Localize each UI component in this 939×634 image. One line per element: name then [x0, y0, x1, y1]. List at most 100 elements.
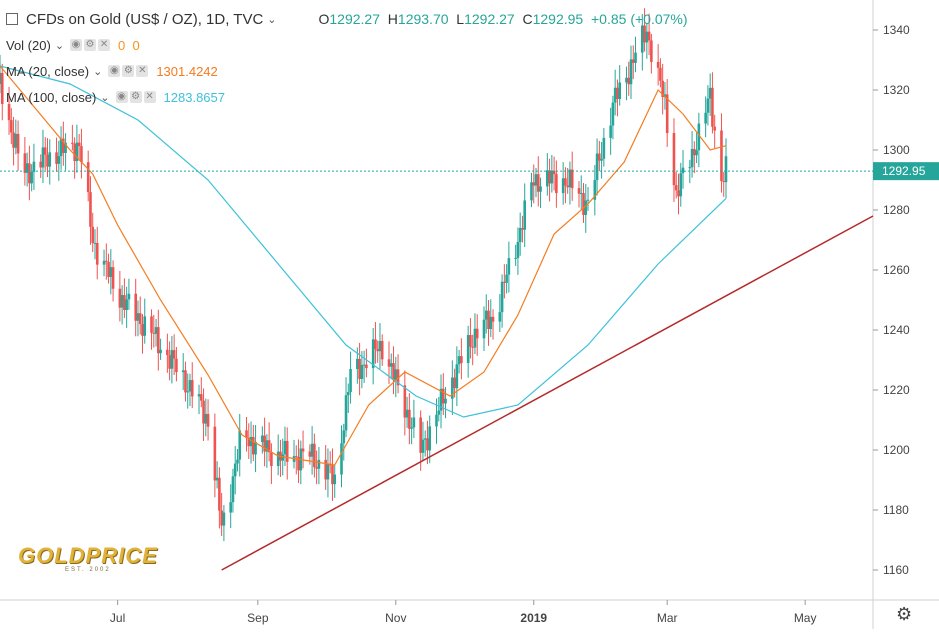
candle-body	[394, 369, 398, 381]
candle-body	[231, 476, 235, 503]
indicator-label-ma20[interactable]: MA (20, close)	[6, 63, 90, 79]
candle-body	[724, 156, 728, 183]
candle-body	[202, 400, 205, 424]
candle-body	[457, 356, 461, 365]
candle-body	[720, 130, 723, 182]
close-icon[interactable]: ✕	[143, 91, 156, 103]
candle-body	[503, 281, 506, 283]
candle-body	[168, 355, 171, 369]
gear-icon[interactable]: ⚙	[129, 91, 142, 103]
candle-body	[109, 267, 113, 277]
candle-body	[455, 364, 459, 389]
y-tick-label: 1340	[883, 23, 910, 37]
candle-body	[643, 25, 646, 43]
eye-icon[interactable]: ◉	[115, 91, 128, 103]
y-tick-label: 1160	[883, 563, 909, 577]
candle-body	[14, 133, 18, 148]
close-icon[interactable]: ✕	[136, 65, 149, 77]
candle-body	[711, 87, 714, 127]
indicator-label-vol[interactable]: Vol (20)	[6, 37, 51, 53]
candle-body	[469, 335, 472, 347]
indicator-controls[interactable]: ◉ ⚙ ✕	[70, 39, 111, 51]
candle-body	[584, 200, 588, 215]
candle-body	[344, 395, 348, 431]
candle-body	[631, 59, 635, 63]
candle-body	[602, 137, 606, 159]
candle-body	[73, 143, 76, 162]
eye-icon[interactable]: ◉	[70, 39, 83, 51]
current-price-badge	[873, 162, 939, 181]
candle-body	[294, 456, 298, 458]
candle-body	[267, 440, 271, 453]
candle-body	[199, 394, 203, 401]
candle-body	[93, 242, 97, 244]
candle-body	[611, 102, 615, 126]
candle-body	[218, 477, 221, 511]
candle-body	[28, 163, 31, 184]
eye-icon[interactable]: ◉	[108, 65, 121, 77]
candle-body	[301, 448, 305, 452]
chevron-down-icon[interactable]: ⌄	[54, 39, 65, 52]
vol-value-1: 0	[118, 37, 126, 53]
candle-body	[516, 242, 520, 258]
candle-body	[690, 148, 694, 168]
candle-body	[310, 443, 314, 457]
y-tick-label: 1200	[883, 443, 910, 457]
candle-body	[238, 430, 242, 460]
candle-body	[708, 87, 712, 99]
gear-icon[interactable]: ⚙	[84, 39, 97, 51]
candle-body	[215, 477, 219, 481]
collapse-icon[interactable]	[6, 13, 18, 25]
candle-body	[582, 193, 585, 215]
candle-body	[136, 313, 140, 321]
candle-body	[437, 410, 441, 415]
candle-body	[634, 52, 637, 63]
candle-body	[473, 328, 477, 348]
candle-body	[184, 370, 187, 393]
candle-body	[491, 316, 495, 322]
symbol-title[interactable]: CFDs on Gold (US$ / OZ), 1D, TVC	[26, 10, 264, 28]
close-icon[interactable]: ✕	[98, 39, 111, 51]
candle-body	[159, 349, 162, 354]
chevron-down-icon[interactable]: ⌄	[267, 13, 277, 26]
candle-body	[356, 358, 359, 370]
indicator-controls[interactable]: ◉ ⚙ ✕	[115, 91, 156, 103]
candle-body	[152, 332, 156, 334]
candle-body	[419, 417, 422, 453]
symbol-row: CFDs on Gold (US$ / OZ), 1D, TVC ⌄ O1292…	[6, 6, 688, 32]
candle-body	[663, 94, 667, 98]
candle-body	[188, 380, 192, 392]
candle-body	[387, 359, 391, 367]
candle-body	[71, 142, 74, 144]
chevron-down-icon[interactable]: ⌄	[93, 65, 103, 78]
candle-body	[265, 440, 269, 452]
gear-icon[interactable]: ⚙	[122, 65, 135, 77]
candle-body	[376, 348, 379, 352]
indicator-label-ma100[interactable]: MA (100, close)	[6, 89, 97, 105]
candle-body	[213, 426, 217, 481]
chevron-down-icon[interactable]: ⌄	[100, 91, 110, 104]
candle-body	[89, 192, 92, 227]
candle-body	[245, 430, 248, 438]
candle-body	[166, 349, 169, 356]
candle-body	[270, 452, 273, 467]
x-tick-label: Jul	[110, 611, 125, 625]
indicator-controls[interactable]: ◉ ⚙ ✕	[108, 65, 149, 77]
candle-body	[706, 98, 710, 113]
candle-body	[360, 365, 364, 379]
candle-body	[91, 226, 95, 243]
candle-body	[661, 80, 664, 98]
candle-body	[518, 228, 522, 243]
candle-body	[324, 459, 327, 480]
candle-body	[600, 158, 603, 161]
candle-body	[41, 147, 45, 168]
candle-body	[283, 440, 287, 455]
candle-body	[254, 442, 257, 455]
candle-body	[532, 182, 536, 186]
y-tick-label: 1320	[883, 83, 910, 97]
candle-body	[175, 358, 178, 373]
candle-body	[62, 138, 65, 154]
settings-gear-icon[interactable]: ⚙	[896, 604, 913, 624]
